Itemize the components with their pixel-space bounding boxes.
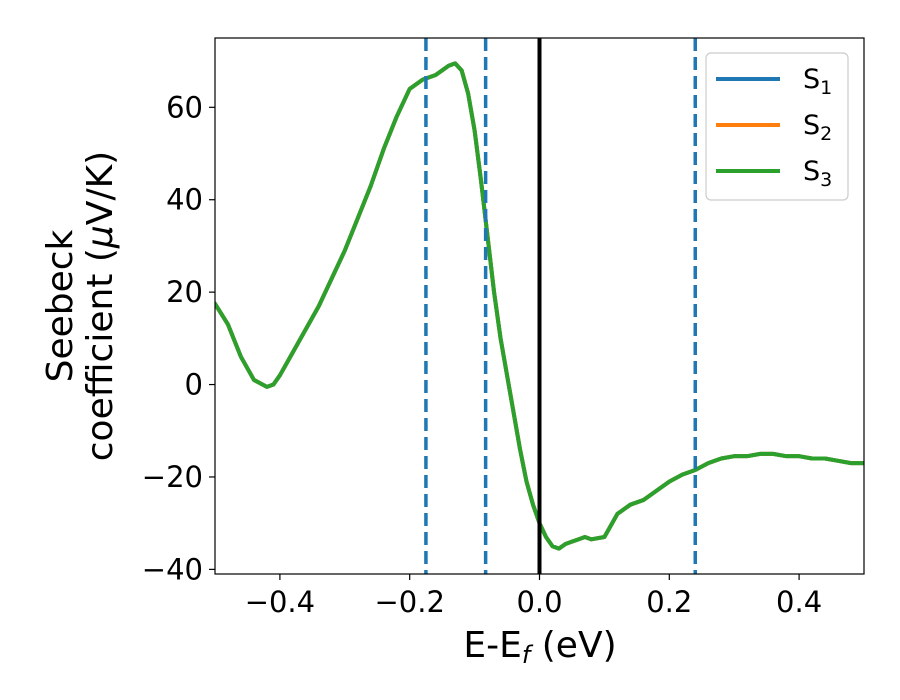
x-tick-label: −0.4 xyxy=(245,585,315,619)
y-tick-label: −20 xyxy=(142,460,203,494)
x-tick-label: −0.2 xyxy=(374,585,444,619)
y-tick-label: 60 xyxy=(166,90,203,124)
y-tick-label: 40 xyxy=(166,183,203,217)
legend: S1 S2 S3 xyxy=(705,52,849,201)
x-tick-label: 0.2 xyxy=(646,585,692,619)
y-axis-label: Seebeck coefficient (μV/K) xyxy=(40,151,121,461)
x-axis: −0.4 −0.2 0.0 0.2 0.4 xyxy=(245,574,822,619)
y-axis-label-line1: Seebeck xyxy=(40,229,81,382)
y-axis-label-line2: coefficient (μV/K) xyxy=(80,151,121,461)
legend-label-2: S2 xyxy=(803,110,832,145)
x-tick-label: 0.4 xyxy=(776,585,822,619)
series-line-3 xyxy=(215,61,864,551)
plot-area xyxy=(215,38,864,574)
y-tick-label: −40 xyxy=(142,552,203,586)
y-tick-label: 20 xyxy=(166,275,203,309)
x-axis-label: E-Ef (eV) xyxy=(463,625,616,669)
legend-label-1: S1 xyxy=(803,64,832,99)
y-tick-label: 0 xyxy=(185,368,203,402)
legend-label-3: S3 xyxy=(803,156,832,191)
x-tick-label: 0.0 xyxy=(516,585,562,619)
y-axis: −40 −20 0 20 40 60 xyxy=(142,90,215,586)
